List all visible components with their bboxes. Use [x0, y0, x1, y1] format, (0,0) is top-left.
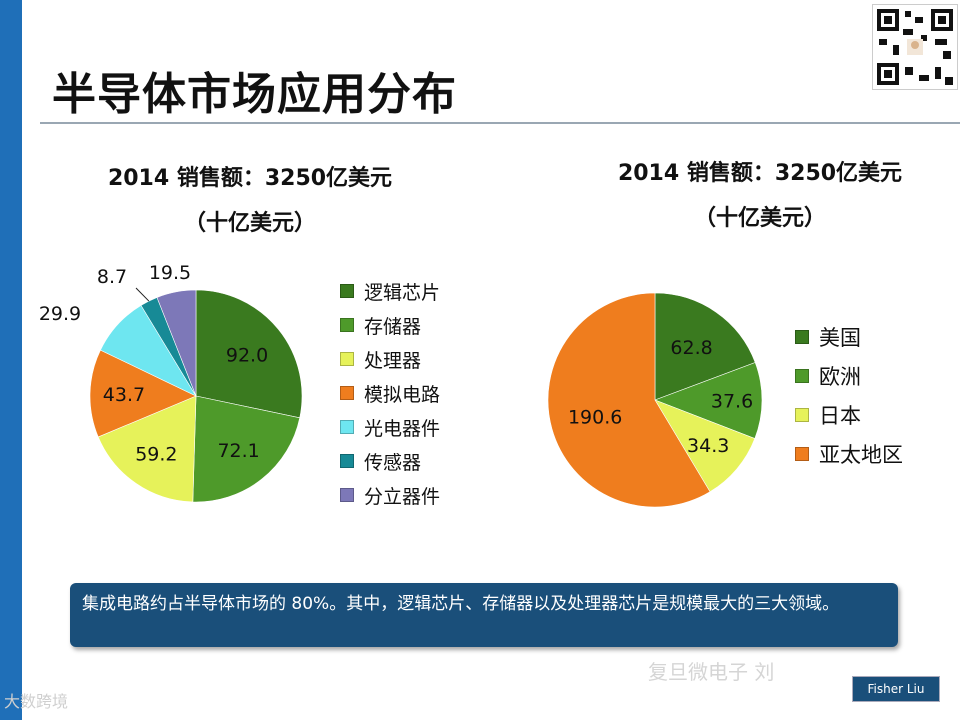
chart1-legend-label: 处理器 — [364, 349, 422, 372]
chart1-leader-5 — [135, 287, 150, 302]
chart2-slice-3 — [547, 292, 711, 508]
side-accent-bar — [0, 0, 22, 720]
chart2-legend-item: 亚太地区 — [795, 441, 903, 467]
chart2-legend-swatch — [795, 447, 809, 461]
chart1-data-label-2: 59.2 — [135, 444, 177, 466]
chart2-legend-label: 美国 — [819, 326, 861, 350]
chart2-title: 2014 销售额：3250亿美元 — [617, 161, 903, 186]
chart1-slice-2 — [97, 395, 197, 503]
chart1-legend-label: 存储器 — [364, 315, 422, 338]
chart1-legend-item: 光电器件 — [340, 414, 440, 440]
chart1-legend-item: 存储器 — [340, 312, 440, 338]
chart1-legend-swatch — [340, 420, 354, 434]
chart1-legend-swatch — [340, 454, 354, 468]
chart2-data-label-2: 34.3 — [687, 435, 729, 457]
chart2-data-label-3: 190.6 — [568, 407, 622, 429]
chart1-legend-item: 传感器 — [340, 448, 440, 474]
chart1-data-label-6: 19.5 — [149, 262, 191, 284]
chart1-legend-label: 分立器件 — [364, 485, 441, 508]
chart1-data-label-0: 92.0 — [226, 345, 268, 367]
summary-callout: 集成电路约占半导体市场的 80%。其中，逻辑芯片、存储器以及处理器芯片是规模最大… — [70, 583, 898, 647]
chart1-legend-label: 传感器 — [364, 451, 422, 474]
chart2-data-label-1: 37.6 — [711, 390, 753, 412]
chart1-data-label-1: 72.1 — [217, 440, 259, 462]
chart1-legend-item: 处理器 — [340, 346, 440, 372]
chart1-subtitle: （十亿美元） — [183, 211, 316, 236]
chart1-legend-label: 模拟电路 — [364, 383, 441, 406]
chart1-legend-swatch — [340, 352, 354, 366]
chart1-slice-0 — [195, 289, 303, 419]
chart1-legend-swatch — [340, 318, 354, 332]
chart2-legend-item: 日本 — [795, 402, 903, 428]
chart1-legend-swatch — [340, 488, 354, 502]
qr-code-icon — [877, 9, 953, 85]
chart1-data-label-3: 43.7 — [103, 384, 145, 406]
chart2-legend-label: 欧洲 — [819, 365, 861, 389]
chart1-slice-1 — [192, 395, 301, 503]
author-badge: Fisher Liu — [852, 676, 940, 702]
watermark-right: 复旦微电子 刘 — [648, 660, 775, 684]
chart1-legend-label: 逻辑芯片 — [364, 281, 441, 304]
chart1-legend-item: 模拟电路 — [340, 380, 440, 406]
chart1-legend: 逻辑芯片存储器处理器模拟电路光电器件传感器分立器件 — [340, 278, 440, 516]
title-divider — [40, 122, 960, 124]
watermark-left: 大数跨境 — [4, 692, 69, 711]
chart1-legend-swatch — [340, 386, 354, 400]
chart2-subtitle: （十亿美元） — [693, 206, 826, 231]
chart2-legend-label: 亚太地区 — [819, 443, 903, 467]
chart1-legend-label: 光电器件 — [364, 417, 441, 440]
chart2-legend-item: 欧洲 — [795, 363, 903, 389]
chart2-legend-swatch — [795, 369, 809, 383]
chart2-slice-1 — [654, 362, 763, 439]
chart1-legend-item: 分立器件 — [340, 482, 440, 508]
chart2-slice-2 — [654, 399, 756, 493]
chart1-data-label-5: 8.7 — [97, 266, 127, 288]
chart2-legend: 美国欧洲日本亚太地区 — [795, 324, 903, 480]
qr-code-image — [872, 4, 958, 90]
chart1-title: 2014 销售额：3250亿美元 — [107, 166, 393, 191]
chart2-legend-label: 日本 — [819, 404, 861, 428]
chart2-slice-0 — [654, 292, 756, 401]
chart1-legend-item: 逻辑芯片 — [340, 278, 440, 304]
chart2-data-label-0: 62.8 — [670, 337, 712, 359]
chart2-legend-swatch — [795, 408, 809, 422]
summary-text: 集成电路约占半导体市场的 80%。其中，逻辑芯片、存储器以及处理器芯片是规模最大… — [82, 594, 840, 614]
page-title: 半导体市场应用分布 — [52, 69, 457, 120]
chart1-slice-6 — [156, 289, 197, 397]
chart1-slice-3 — [89, 349, 197, 438]
chart1-legend-swatch — [340, 284, 354, 298]
chart1-data-label-4: 29.9 — [39, 303, 81, 325]
chart2-legend-item: 美国 — [795, 324, 903, 350]
chart2-legend-swatch — [795, 330, 809, 344]
